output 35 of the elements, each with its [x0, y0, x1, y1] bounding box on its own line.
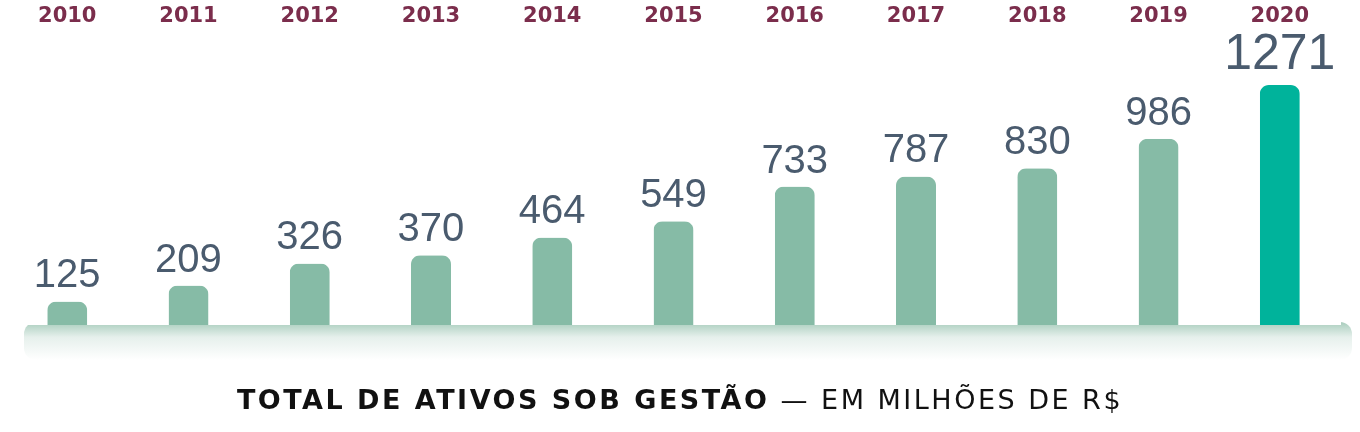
x-tick-label: 2011: [159, 2, 218, 27]
bar: [896, 176, 937, 325]
bar: [1138, 138, 1179, 325]
x-tick-label: 2014: [523, 2, 582, 27]
data-label: 209: [155, 235, 222, 280]
bar: [774, 186, 815, 325]
x-tick-label: 2010: [38, 2, 97, 27]
x-tick-label: 2019: [1129, 2, 1188, 27]
text: TOTAL DE ATIVOS SOB GESTÃO: [236, 384, 770, 415]
x-tick-label: 2016: [765, 2, 824, 27]
data-label: 830: [1003, 118, 1071, 163]
bar: [532, 237, 573, 325]
x-tick-label: 2012: [280, 2, 339, 27]
data-label: 464: [518, 187, 586, 232]
bar: [1259, 85, 1300, 325]
data-label: 733: [761, 136, 829, 181]
data-label: 787: [882, 126, 950, 171]
data-label: 549: [640, 171, 707, 216]
bar: [168, 285, 209, 325]
data-label: 370: [397, 205, 465, 250]
text: — EM MILHÕES DE R$: [779, 384, 1124, 415]
bar: [410, 255, 451, 325]
data-label: 986: [1125, 88, 1192, 133]
x-tick-label: 2020: [1250, 2, 1309, 27]
data-label: 1271: [1224, 24, 1336, 80]
x-tick-label: 2018: [1008, 2, 1067, 27]
bar: [1017, 168, 1058, 325]
x-tick-label: 2015: [644, 2, 703, 27]
bar: [653, 221, 694, 325]
data-label: 125: [33, 251, 101, 296]
bar: [289, 263, 330, 325]
data-label: 326: [276, 213, 344, 258]
x-tick-label: 2013: [401, 2, 461, 27]
x-tick-label: 2017: [886, 2, 946, 27]
bar: [47, 301, 88, 325]
